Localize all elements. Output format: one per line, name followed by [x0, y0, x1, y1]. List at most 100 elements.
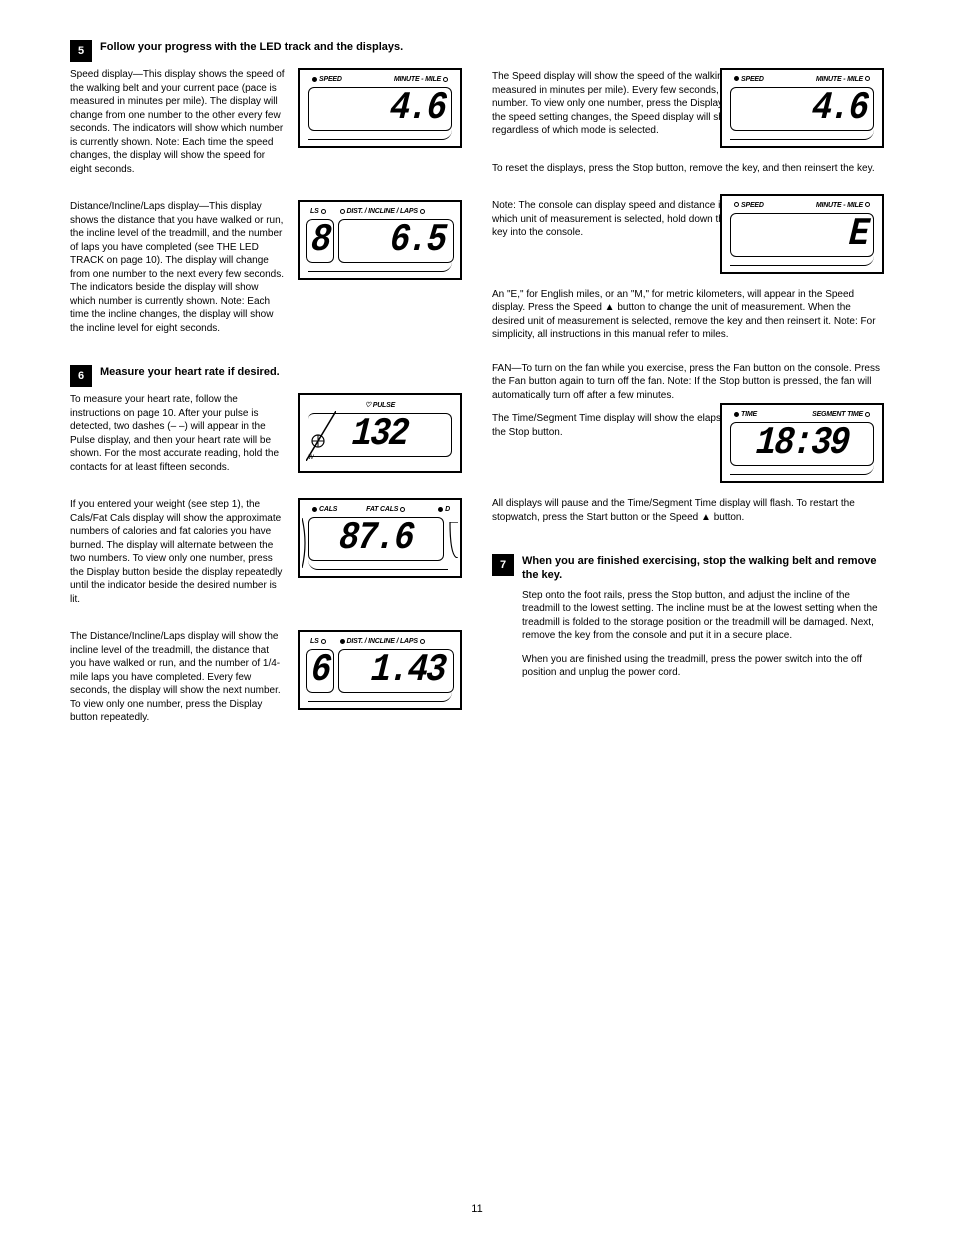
dot-icon [420, 209, 425, 214]
speed-display-text: Speed display—This display shows the spe… [70, 68, 286, 186]
speed-label-left: SPEED [319, 76, 342, 83]
right-column: The Speed display will show the speed of… [492, 40, 884, 1195]
dot-icon [321, 639, 326, 644]
dist2-label-right: DIST. / INCLINE / LAPS [347, 638, 418, 645]
step-7-title: When you are finished exercising, stop t… [522, 554, 884, 583]
dot-icon [865, 76, 870, 81]
dist-lcd: LS DIST. / INCLINE / LAPS 8 6.5 [298, 200, 462, 280]
dist2-sub-left: 6 [306, 649, 334, 693]
dist2-value-right: 1.43 [370, 649, 447, 693]
step-7-header: 7 When you are finished exercising, stop… [492, 554, 884, 583]
dist2-lcd-window: 6 1.43 [306, 649, 454, 693]
dot-icon [420, 639, 425, 644]
dist-display-text: Distance/Incline/Laps display—This displ… [70, 200, 286, 345]
dist-lcd-window: 8 6.5 [306, 219, 454, 263]
dist-sub-right: 6.5 [338, 219, 454, 263]
speed-display-para: Speed display—This display shows the spe… [70, 68, 286, 176]
pulse-label: PULSE [373, 402, 395, 409]
e-value: E [847, 213, 868, 257]
page-number: 11 [471, 1203, 482, 1215]
dot-icon [438, 507, 443, 512]
two-column-layout: 5 Follow your progress with the LED trac… [70, 40, 884, 1195]
dist2-para: The Distance/Incline/Laps display will s… [70, 630, 286, 725]
e-lcd-window: E [730, 213, 874, 257]
cals-para: If you entered your weight (see step 1),… [70, 498, 286, 606]
pulse-lcd: ♡ PULSE 132 W [298, 393, 462, 473]
pulse-block: To measure your heart rate, follow the i… [70, 393, 462, 484]
pulse-value: 132 [350, 413, 408, 457]
step-6-title: Measure your heart rate if desired. [100, 365, 280, 379]
dot-icon [312, 507, 317, 512]
lcd-curve [730, 465, 874, 475]
time-label-left: TIME [741, 411, 757, 418]
cals-block: If you entered your weight (see step 1),… [70, 498, 462, 616]
step-5-header: 5 Follow your progress with the LED trac… [70, 40, 462, 62]
time-after: All displays will pause and the Time/Seg… [492, 497, 884, 524]
cals-lcd: CALS FAT CALS D 87.6 [298, 498, 462, 578]
step-7-para1: Step onto the foot rails, press the Stop… [522, 589, 884, 643]
e-label-right: MINUTE - MILE [816, 202, 863, 209]
lcd-curve [308, 692, 452, 702]
dot-icon [400, 507, 405, 512]
left-column: 5 Follow your progress with the LED trac… [70, 40, 462, 1195]
dist2-lcd-labels: LS DIST. / INCLINE / LAPS [304, 636, 456, 647]
speed-label-right: MINUTE - MILE [394, 76, 441, 83]
cals-text: If you entered your weight (see step 1),… [70, 498, 286, 616]
rspeed-value: 4.6 [810, 87, 868, 131]
e-lcd: SPEED MINUTE - MILE E [720, 194, 884, 274]
dot-icon [321, 209, 326, 214]
right-speed-lcd: SPEED MINUTE - MILE 4.6 [720, 68, 884, 148]
fan-para: FAN—To turn on the fan while you exercis… [492, 362, 884, 403]
dist-label-right: DIST. / INCLINE / LAPS [347, 208, 418, 215]
dist2-lcd: LS DIST. / INCLINE / LAPS 6 1.43 [298, 630, 462, 710]
dist2-sub-right: 1.43 [338, 649, 454, 693]
dist2-text: The Distance/Incline/Laps display will s… [70, 630, 286, 735]
right-speed-lcd-labels: SPEED MINUTE - MILE [726, 74, 878, 85]
dot-icon [340, 639, 345, 644]
speed-lcd-labels: SPEED MINUTE - MILE [304, 74, 456, 85]
time-lcd-labels: TIME SEGMENT TIME [726, 409, 878, 420]
pulse-lcd-labels: ♡ PULSE [304, 399, 456, 411]
dist2-block: The Distance/Incline/Laps display will s… [70, 630, 462, 735]
dist2-label-ls: LS [310, 638, 319, 645]
cals-label-left: CALS [319, 506, 337, 513]
time-label-right: SEGMENT TIME [812, 411, 863, 418]
time-value: 18:39 [754, 422, 849, 466]
dot-icon [734, 412, 739, 417]
cals-label-d: D [445, 506, 450, 513]
speed-display-block: Speed display—This display shows the spe… [70, 68, 462, 186]
dist-sub-left: 8 [306, 219, 334, 263]
step-6-marker: 6 [70, 365, 92, 387]
rspeed-label-left: SPEED [741, 76, 764, 83]
pulse-text: To measure your heart rate, follow the i… [70, 393, 286, 484]
speed-lcd-window: 4.6 [308, 87, 452, 131]
cals-left-edge [302, 518, 316, 568]
dot-icon [865, 202, 870, 207]
lcd-curve [308, 262, 452, 272]
cals-value: 87.6 [338, 517, 415, 561]
time-lcd: TIME SEGMENT TIME 18:39 [720, 403, 884, 483]
dot-icon [734, 202, 739, 207]
e-label-left: SPEED [741, 202, 764, 209]
rspeed-label-right: MINUTE - MILE [816, 76, 863, 83]
svg-text:W: W [308, 455, 315, 461]
pulse-para: To measure your heart rate, follow the i… [70, 393, 286, 474]
dot-icon [443, 77, 448, 82]
speed-value: 4.6 [388, 87, 446, 131]
dist-label-ls: LS [310, 208, 319, 215]
heart-icon: ♡ [365, 402, 371, 409]
dot-icon [734, 76, 739, 81]
step-6-header: 6 Measure your heart rate if desired. [70, 365, 462, 387]
right-speed-lcd-window: 4.6 [730, 87, 874, 131]
dot-icon [312, 77, 317, 82]
right-speed-after: To reset the displays, press the Stop bu… [492, 162, 884, 176]
step-5-title: Follow your progress with the LED track … [100, 40, 403, 54]
dist-value-right: 6.5 [388, 219, 446, 263]
dist2-value-left: 6 [309, 649, 330, 693]
dot-icon [865, 412, 870, 417]
cals-label-right: FAT CALS [366, 506, 398, 513]
cals-lcd-labels: CALS FAT CALS D [304, 504, 456, 515]
lcd-curve [308, 560, 448, 570]
e-block-after: An "E," for English miles, or an "M," fo… [492, 288, 884, 342]
dist-lcd-labels: LS DIST. / INCLINE / LAPS [304, 206, 456, 217]
